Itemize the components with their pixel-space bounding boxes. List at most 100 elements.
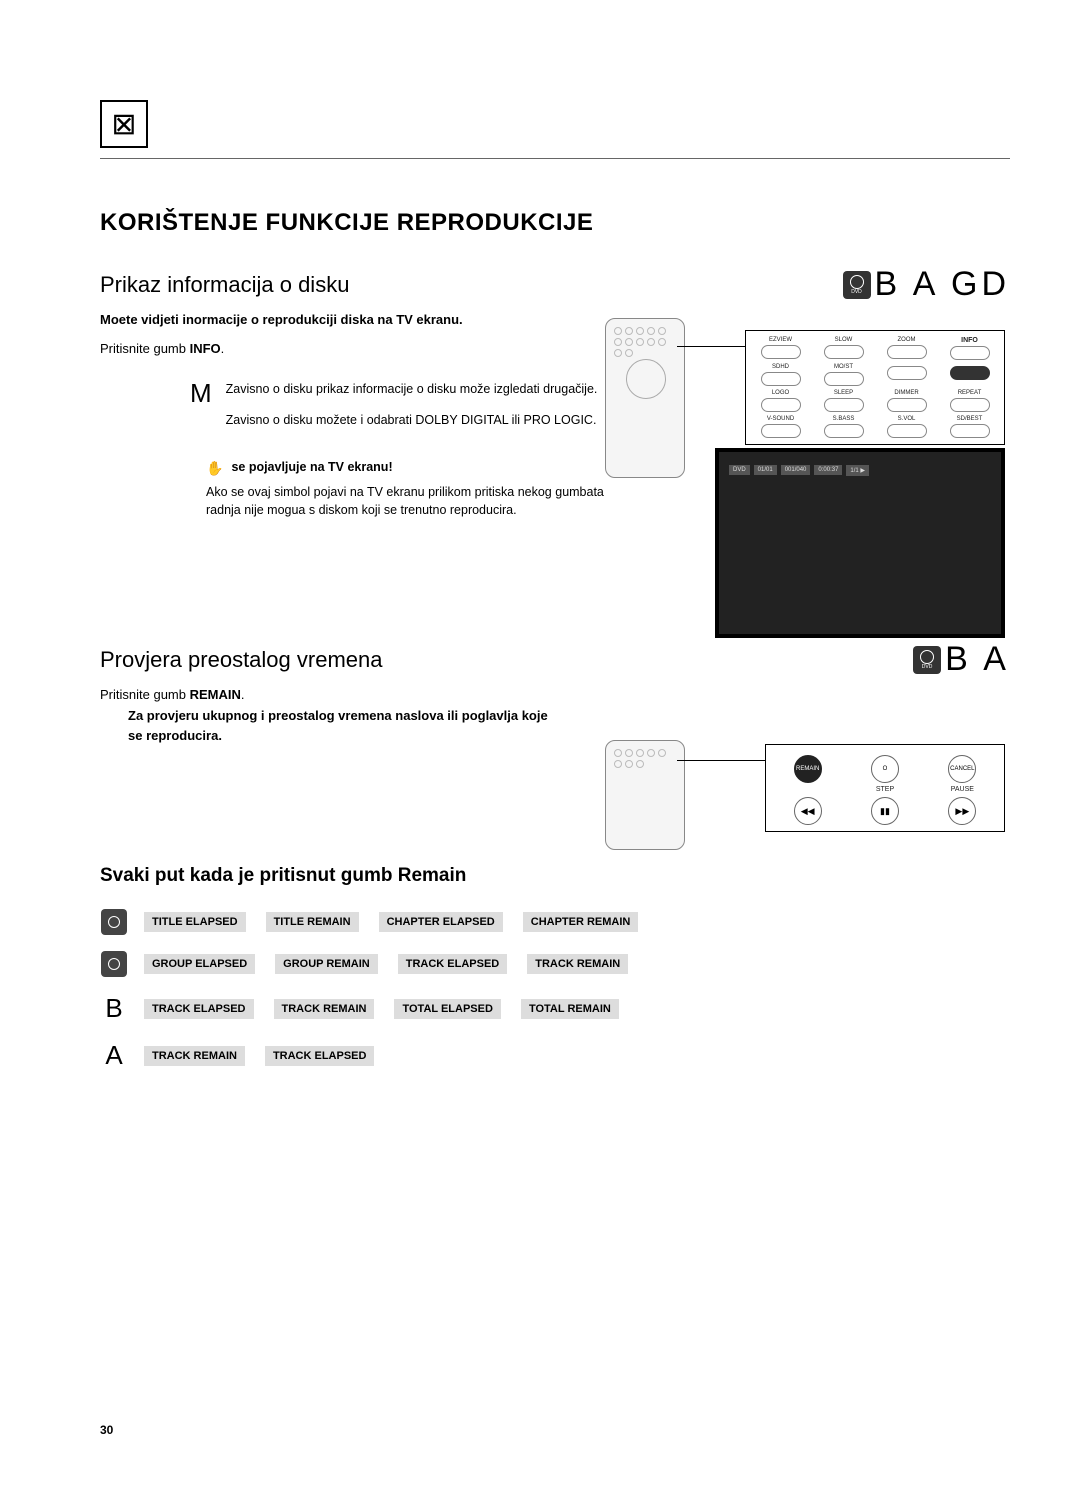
panel-cell: DIMMER [878,390,935,412]
panel-button-icon [761,345,801,359]
panel2-cell: ◀◀ [774,797,841,825]
cycle-lead: A [100,1040,128,1071]
cycle-chip: GROUP REMAIN [275,954,378,974]
panel2-cell: ▮▮ [851,797,918,825]
cycle-chip: TRACK ELAPSED [398,954,508,974]
panel-label: DIMMER [894,390,918,396]
panel-button-icon [887,366,927,380]
cycle-chip: TITLE ELAPSED [144,912,246,932]
panel-button-icon [950,398,990,412]
panel2-button-icon: ◀◀ [794,797,822,825]
panel-button-icon [824,372,864,386]
panel-cell: MO/ST [815,364,872,386]
format-badges: DVD B A GD [843,265,1011,304]
button-panel-2: REMAIN O STEP CANCEL PAUSE ◀◀ ▮▮ ▶▶ [765,744,1005,832]
hand-desc: Ako se ovaj simbol pojavi na TV ekranu p… [206,483,626,521]
instr-suffix: . [221,341,225,356]
cycle-chip: TRACK REMAIN [144,1046,245,1066]
panel-button-icon [887,398,927,412]
dvd-icon: DVD [843,271,871,299]
panel-label: MO/ST [834,364,853,370]
cycle-items: TITLE ELAPSEDTITLE REMAINCHAPTER ELAPSED… [144,912,638,932]
panel2-cell: O STEP [851,755,918,793]
cycle-items: GROUP ELAPSEDGROUP REMAINTRACK ELAPSEDTR… [144,954,628,974]
panel-label: ZOOM [898,337,916,343]
section1-header: Prikaz informacija o disku DVD B A GD [100,265,1010,304]
cycle-chip: TRACK ELAPSED [144,999,254,1019]
cycle-lead-letter: A [105,1040,122,1071]
panel-button-icon [950,346,990,360]
section2-desc: Za provjeru ukupnog i preostalog vremena… [128,706,548,745]
callout-line-2 [677,760,765,761]
panel-label: SLEEP [834,390,853,396]
panel-label: REPEAT [958,390,982,396]
panel2-button-icon: ▮▮ [871,797,899,825]
tv-osd: DVD01/01001/0400:00:371/1 ▶ [729,462,991,478]
panel-button-icon [824,398,864,412]
cycle-lead-letter: B [105,993,122,1024]
badge-text-2: B A [945,640,1010,679]
tv-screen: DVD01/01001/0400:00:371/1 ▶ [715,448,1005,638]
panel-button-icon [761,424,801,438]
disc-icon [101,909,127,935]
osd-field: 001/040 [781,465,811,475]
disc-icon [101,951,127,977]
panel-button-icon [824,424,864,438]
panel-button-icon [761,372,801,386]
note-p2: Zavisno o disku možete i odabrati DOLBY … [226,411,598,430]
osd-field: 01/01 [754,465,777,475]
panel2-button-icon: O [871,755,899,783]
instr-prefix: Pritisnite gumb [100,341,186,356]
cycle-chip: CHAPTER REMAIN [523,912,639,932]
panel-cell: S.VOL [878,416,935,438]
panel-button-icon [824,345,864,359]
format-badges-2: DVD B A [913,640,1010,679]
callout-line [677,346,747,347]
section1-title: Prikaz informacija o disku [100,272,349,298]
panel-label: INFO [961,337,978,344]
panel2-button-icon: CANCEL [948,755,976,783]
panel2-cell: CANCEL PAUSE [929,755,996,793]
panel-cell: SLEEP [815,390,872,412]
cycle-lead: B [100,993,128,1024]
osd-field: 1/1 ▶ [846,465,869,476]
cycle-chip: TRACK REMAIN [274,999,375,1019]
cycle-chip: TRACK ELAPSED [265,1046,375,1066]
cycle-chip: TOTAL ELAPSED [394,999,500,1019]
section2-instruction: Pritisnite gumb REMAIN. [100,687,1010,702]
figure-2: REMAIN O STEP CANCEL PAUSE ◀◀ ▮▮ ▶▶ [605,740,1005,850]
figure-1: EZVIEW SLOW ZOOM INFO SDHD MO/ST LOGO SLEEP DIMM… [605,318,1005,478]
panel2-cell: ▶▶ [929,797,996,825]
cycle-row: A TRACK REMAIN TRACK ELAPSED [100,1040,1010,1071]
panel-cell: SD/BEST [941,416,998,438]
osd-field: 0:00:37 [814,465,842,475]
panel-label: SD/BEST [957,416,983,422]
instr2-suffix: . [241,687,245,702]
panel-cell: V-SOUND [752,416,809,438]
panel-button-icon [761,398,801,412]
section3-title: Svaki put kada je pritisnut gumb Remain [100,865,1010,887]
panel-label: SLOW [835,337,853,343]
panel-label: V-SOUND [767,416,794,422]
hand-text: se pojavljuje na TV ekranu! [231,460,392,477]
instr2-button: REMAIN [190,687,241,702]
panel-button-icon [950,366,990,380]
panel2-cell: REMAIN [774,755,841,793]
panel-cell: SLOW [815,337,872,360]
panel2-label: STEP [876,786,894,793]
instr-button: INFO [190,341,221,356]
section2-title: Provjera preostalog vremena [100,647,382,673]
cycle-lead [100,909,128,935]
panel-label: LOGO [772,390,789,396]
panel-label: SDHD [772,364,789,370]
instr2-prefix: Pritisnite gumb [100,687,186,702]
panel-button-icon [887,424,927,438]
panel-cell: ZOOM [878,337,935,360]
panel2-label: PAUSE [951,786,974,793]
dvd-icon: DVD [913,646,941,674]
cycle-chip: TRACK REMAIN [527,954,628,974]
cycle-row: TITLE ELAPSEDTITLE REMAINCHAPTER ELAPSED… [100,909,1010,935]
panel-label: EZVIEW [769,337,792,343]
page-number: 30 [100,1423,113,1437]
panel-cell [878,364,935,386]
